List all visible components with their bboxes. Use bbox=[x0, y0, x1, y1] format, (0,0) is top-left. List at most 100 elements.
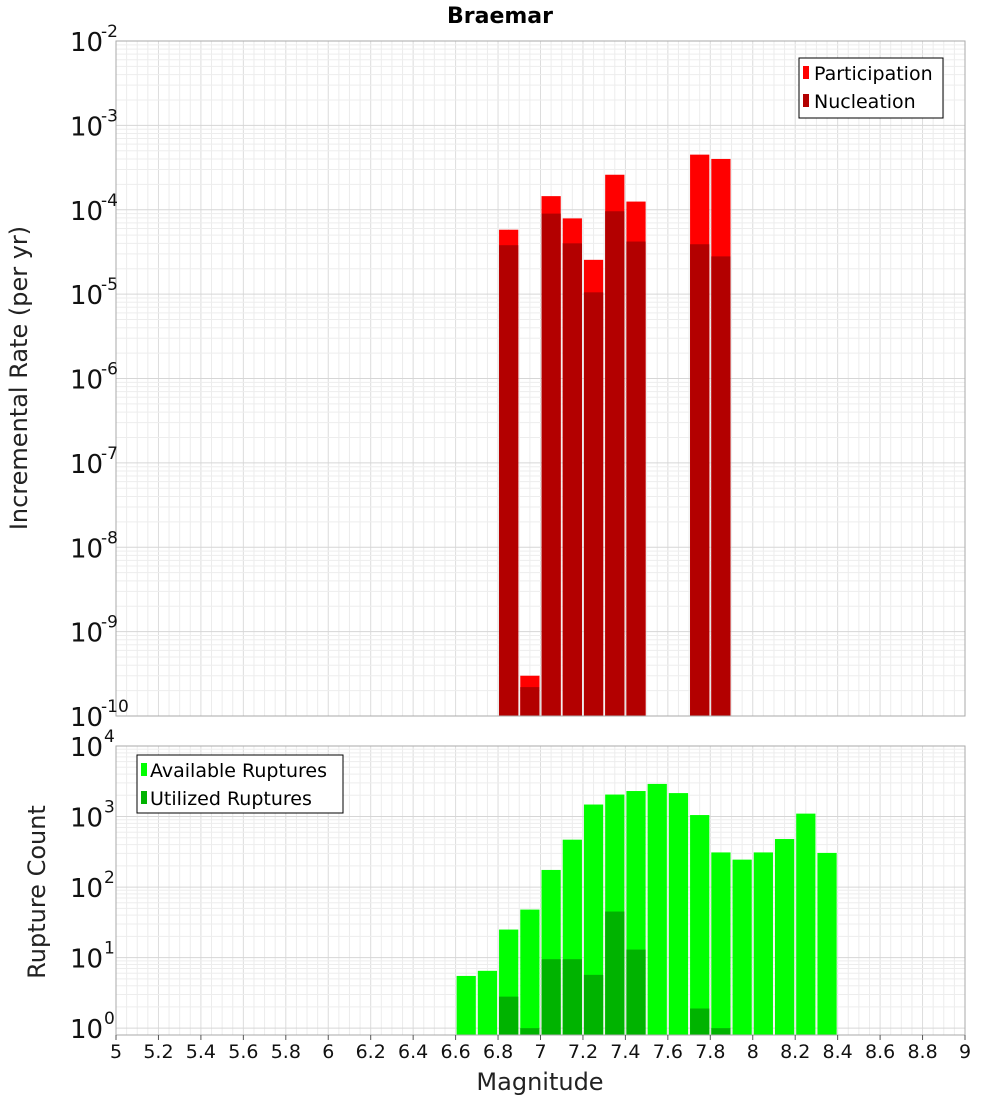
rate-y-tick-label: 10 bbox=[70, 703, 103, 733]
count-y-tick-exponent: 0 bbox=[104, 1009, 115, 1029]
x-ticks: 5 5.2 5.4 5.6 5.8 6 6.2 6.4 6.6 6.8 7 7.2 7.4 7.6 7.8 8… bbox=[110, 1035, 971, 1063]
count-legend: Available Ruptures Utilized Ruptures bbox=[136, 754, 344, 814]
x-tick-label: 7.8 bbox=[695, 1041, 725, 1063]
rate-y-tick-label: 10 bbox=[70, 28, 103, 58]
x-tick-label: 8.2 bbox=[780, 1041, 810, 1063]
rate-plot-border bbox=[115, 40, 966, 717]
rate-y-tick-exponent: -9 bbox=[101, 613, 118, 633]
x-tick-label: 6.6 bbox=[440, 1041, 470, 1063]
utilized-ruptures-bar bbox=[711, 1028, 731, 1035]
utilized-ruptures-bar bbox=[520, 1028, 540, 1035]
utilized-swatch bbox=[141, 791, 147, 804]
available-ruptures-bar bbox=[711, 852, 731, 1035]
rate-legend: Participation Nucleation bbox=[798, 57, 944, 119]
count-y-axis-label: Rupture Count bbox=[23, 805, 51, 979]
available-ruptures-bar bbox=[477, 970, 498, 1035]
x-tick-label: 5.4 bbox=[186, 1041, 216, 1063]
rate-gridlines bbox=[115, 41, 966, 717]
utilized-ruptures-bar bbox=[605, 911, 625, 1035]
available-legend-label: Available Ruptures bbox=[150, 760, 327, 782]
x-tick-label: 7.4 bbox=[610, 1041, 640, 1063]
nucleation-bar bbox=[583, 292, 604, 716]
utilized-ruptures-bar bbox=[541, 959, 561, 1035]
x-tick-label: 7 bbox=[534, 1041, 546, 1063]
x-tick-label: 7.6 bbox=[653, 1041, 683, 1063]
count-y-tick-exponent: 1 bbox=[104, 939, 115, 959]
available-ruptures-bar bbox=[520, 909, 540, 1035]
x-tick-label: 6.4 bbox=[398, 1041, 428, 1063]
available-ruptures-bar bbox=[732, 859, 752, 1035]
nucleation-bar bbox=[499, 245, 519, 717]
x-tick-label: 5.2 bbox=[143, 1041, 173, 1063]
x-tick-label: 8.6 bbox=[865, 1041, 895, 1063]
nucleation-legend-label: Nucleation bbox=[814, 91, 916, 113]
rate-legend-box bbox=[798, 57, 944, 119]
nucleation-bar bbox=[711, 256, 731, 716]
count-y-tick-exponent: 4 bbox=[104, 727, 115, 747]
rate-y-tick-exponent: -5 bbox=[101, 275, 118, 295]
nucleation-bar bbox=[562, 243, 582, 717]
available-ruptures-bar bbox=[817, 852, 837, 1035]
nucleation-bar bbox=[605, 211, 625, 717]
rate-bars bbox=[499, 154, 731, 717]
rate-y-tick-label: 10 bbox=[70, 450, 103, 480]
rate-y-tick-exponent: -7 bbox=[101, 444, 118, 464]
nucleation-swatch bbox=[803, 94, 809, 107]
x-tick-label: 6.2 bbox=[356, 1041, 386, 1063]
utilized-ruptures-bar bbox=[626, 949, 646, 1035]
count-y-tick-label: 10 bbox=[70, 1015, 103, 1045]
count-y-tick-label: 10 bbox=[70, 733, 103, 763]
available-ruptures-bar bbox=[753, 852, 773, 1035]
rate-y-tick-label: 10 bbox=[70, 534, 103, 564]
x-tick-label: 5.6 bbox=[228, 1041, 258, 1063]
available-ruptures-bar bbox=[690, 815, 710, 1035]
chart-title: Braemar bbox=[447, 4, 553, 29]
x-tick-label: 8.4 bbox=[823, 1041, 853, 1063]
x-tick-label: 6 bbox=[322, 1041, 334, 1063]
count-legend-box bbox=[136, 754, 344, 814]
available-ruptures-bar bbox=[668, 793, 689, 1035]
x-tick-label: 8 bbox=[747, 1041, 759, 1063]
utilized-legend-label: Utilized Ruptures bbox=[150, 788, 312, 810]
rate-y-tick-label: 10 bbox=[70, 366, 103, 396]
x-tick-label: 8.8 bbox=[907, 1041, 937, 1063]
rate-y-tick-label: 10 bbox=[70, 619, 103, 649]
rate-y-tick-exponent: -8 bbox=[101, 528, 118, 548]
utilized-ruptures-bar bbox=[583, 974, 604, 1035]
x-tick-label: 5 bbox=[110, 1041, 122, 1063]
rate-y-tick-exponent: -3 bbox=[101, 106, 118, 126]
rate-y-tick-exponent: -10 bbox=[101, 697, 129, 717]
count-bars bbox=[456, 783, 837, 1035]
available-swatch bbox=[141, 763, 147, 776]
count-y-tick-label: 10 bbox=[70, 874, 103, 904]
nucleation-bar bbox=[520, 687, 540, 716]
rate-y-axis-label: Incremental Rate (per yr) bbox=[5, 226, 33, 530]
x-tick-label: 6.8 bbox=[483, 1041, 513, 1063]
available-ruptures-bar bbox=[456, 975, 476, 1035]
x-tick-label: 9 bbox=[959, 1041, 971, 1063]
available-ruptures-bar bbox=[774, 839, 795, 1035]
rate-y-tick-exponent: -4 bbox=[101, 191, 118, 211]
count-y-tick-exponent: 2 bbox=[104, 868, 115, 888]
x-tick-label: 7.2 bbox=[568, 1041, 598, 1063]
rate-y-tick-exponent: -6 bbox=[101, 360, 118, 380]
count-y-tick-exponent: 3 bbox=[104, 798, 115, 818]
x-tick-label: 5.8 bbox=[271, 1041, 301, 1063]
utilized-ruptures-bar bbox=[562, 959, 582, 1035]
nucleation-bar bbox=[626, 241, 646, 717]
rate-y-tick-label: 10 bbox=[70, 197, 103, 227]
utilized-ruptures-bar bbox=[690, 1008, 710, 1035]
available-ruptures-bar bbox=[796, 813, 816, 1035]
rate-y-tick-exponent: -2 bbox=[101, 22, 118, 42]
count-y-tick-label: 10 bbox=[70, 945, 103, 975]
participation-legend-label: Participation bbox=[814, 63, 933, 85]
nucleation-bar bbox=[541, 213, 561, 717]
participation-swatch bbox=[803, 66, 809, 79]
rate-y-tick-label: 10 bbox=[70, 281, 103, 311]
utilized-ruptures-bar bbox=[499, 996, 519, 1035]
